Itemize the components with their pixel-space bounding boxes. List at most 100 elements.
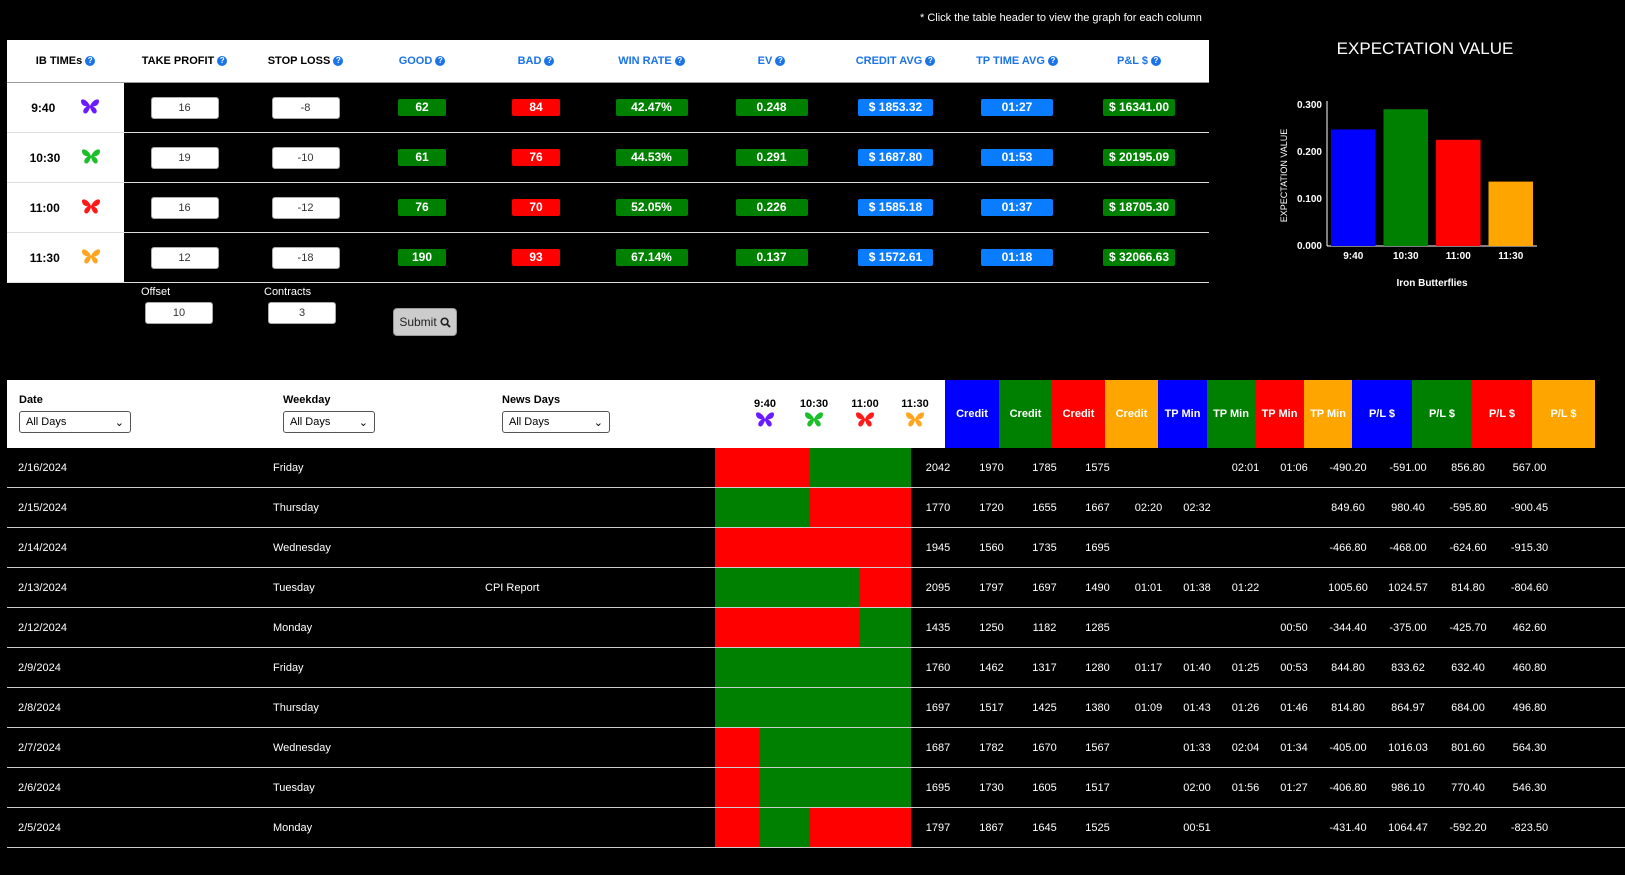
summary-header-6[interactable]: EV?: [709, 55, 834, 67]
help-icon[interactable]: ?: [333, 56, 344, 66]
bad-count: 70: [512, 199, 560, 216]
x-tick-label: 10:30: [1393, 251, 1419, 262]
row-value: 1380: [1085, 701, 1110, 714]
row-value: 496.80: [1512, 701, 1547, 714]
table-row[interactable]: 2/5/2024 Monday 1797 1867 1645 1525 00:51 -431.…: [7, 808, 1625, 848]
date-select[interactable]: All Days ⌄: [19, 411, 131, 433]
column-header-9[interactable]: P/L $: [1412, 380, 1472, 448]
ib-time: 10:30: [29, 150, 61, 165]
row-value: 1575: [1085, 461, 1110, 474]
ev-cell: 0.291: [709, 149, 834, 166]
help-icon[interactable]: ?: [85, 56, 96, 66]
stop-loss-input[interactable]: -18: [271, 246, 340, 269]
summary-header-7[interactable]: CREDIT AVG?: [834, 55, 957, 67]
summary-header-4[interactable]: BAD?: [478, 55, 594, 67]
row-value: 770.40: [1451, 781, 1485, 794]
result-bar-9:40: [715, 608, 760, 647]
summary-header-3[interactable]: GOOD?: [366, 55, 478, 67]
stop-loss-input[interactable]: -12: [271, 196, 340, 219]
ev-value: 0.226: [735, 199, 808, 216]
summary-header-5[interactable]: WIN RATE?: [594, 55, 709, 67]
summary-row: 11:00 16 -12 76 70 52.05% 0.226 $ 1585.18 01:37 $…: [7, 183, 1209, 233]
row-value: -406.80: [1329, 781, 1367, 794]
table-row[interactable]: 2/13/2024 Tuesday CPI Report 2095 1797 1697 14…: [7, 568, 1625, 608]
help-icon[interactable]: ?: [1150, 56, 1161, 66]
summary-header-label: GOOD: [398, 55, 433, 67]
news-select[interactable]: All Days ⌄: [502, 411, 610, 433]
offset-input[interactable]: 10: [145, 302, 213, 324]
row-value: 632.40: [1451, 661, 1485, 674]
column-header-5[interactable]: TP Min: [1207, 380, 1255, 448]
ib-time-header: 10:30: [794, 398, 834, 431]
summary-header-9[interactable]: P&L $?: [1077, 55, 1201, 67]
ev-cell: 0.226: [709, 199, 834, 216]
take-profit-input[interactable]: 16: [150, 96, 219, 119]
column-header-2[interactable]: Credit: [1052, 380, 1105, 448]
summary-header-1[interactable]: TAKE PROFIT?: [124, 55, 245, 67]
help-icon[interactable]: ?: [1047, 56, 1058, 66]
result-bar-9:40: [715, 648, 760, 687]
stop-loss-input[interactable]: -8: [271, 96, 340, 119]
help-icon[interactable]: ?: [544, 56, 555, 66]
column-header-1[interactable]: Credit: [999, 380, 1052, 448]
x-tick-label: 11:30: [1498, 251, 1523, 262]
result-bar-11:30: [859, 568, 911, 607]
table-row[interactable]: 2/9/2024 Friday 1760 1462 1317 1280 01:17 01:40…: [7, 648, 1625, 688]
summary-header-0[interactable]: IB TIMEs?: [7, 55, 124, 67]
table-row[interactable]: 2/14/2024 Wednesday 1945 1560 1735 1695 -466.8…: [7, 528, 1625, 568]
contracts-input[interactable]: 3: [268, 302, 336, 324]
column-header-6[interactable]: TP Min: [1255, 380, 1304, 448]
summary-header-label: WIN RATE: [618, 55, 672, 67]
tp-time-avg: 01:53: [981, 149, 1053, 166]
summary-header-2[interactable]: STOP LOSS?: [245, 55, 366, 67]
row-date: 2/9/2024: [18, 661, 61, 674]
row-value: 1945: [925, 541, 951, 554]
help-icon[interactable]: ?: [435, 56, 446, 66]
column-header-7[interactable]: TP Min: [1304, 380, 1352, 448]
bad-count: 93: [512, 249, 560, 266]
submit-button[interactable]: Submit: [393, 308, 457, 336]
expectation-chart[interactable]: EXPECTATION VALUE EXPECTATION VALUE 0.000…: [1250, 35, 1600, 305]
column-header-0[interactable]: Credit: [945, 380, 999, 448]
row-weekday: Thursday: [273, 701, 319, 714]
row-value: -344.40: [1329, 621, 1367, 634]
table-row[interactable]: 2/12/2024 Monday 1435 1250 1182 1285 00:50 -344…: [7, 608, 1625, 648]
take-profit-input[interactable]: 12: [150, 246, 219, 269]
column-header-10[interactable]: P/L $: [1472, 380, 1532, 448]
column-header-11[interactable]: P/L $: [1532, 380, 1595, 448]
help-icon[interactable]: ?: [925, 56, 936, 66]
y-axis-label: EXPECTATION VALUE: [1279, 129, 1289, 223]
butterfly-icon: [794, 411, 834, 431]
table-row[interactable]: 2/7/2024 Wednesday 1687 1782 1670 1567 01:33 02…: [7, 728, 1625, 768]
table-row[interactable]: 2/16/2024 Friday 2042 1970 1785 1575 02:01 01:0…: [7, 448, 1625, 488]
row-value: 814.80: [1451, 581, 1485, 594]
ev-value: 0.137: [735, 249, 808, 266]
summary-header: IB TIMEs? TAKE PROFIT? STOP LOSS? GOOD? BAD?…: [7, 40, 1209, 83]
x-axis-label: Iron Butterflies: [1396, 278, 1468, 289]
column-header-3[interactable]: Credit: [1105, 380, 1158, 448]
row-value: 01:27: [1280, 781, 1308, 794]
summary-header-label: EV: [757, 55, 773, 67]
weekday-select[interactable]: All Days ⌄: [283, 411, 375, 433]
summary-header-8[interactable]: TP TIME AVG?: [957, 55, 1077, 67]
table-row[interactable]: 2/15/2024 Thursday 1770 1720 1655 1667 02:20 02…: [7, 488, 1625, 528]
help-icon[interactable]: ?: [775, 56, 786, 66]
column-header-4[interactable]: TP Min: [1158, 380, 1207, 448]
row-value: 1064.47: [1388, 821, 1428, 834]
help-icon[interactable]: ?: [217, 56, 228, 66]
row-value: 814.80: [1331, 701, 1365, 714]
table-row[interactable]: 2/6/2024 Tuesday 1695 1730 1605 1517 02:00 01:5…: [7, 768, 1625, 808]
take-profit-input[interactable]: 16: [150, 196, 219, 219]
help-icon[interactable]: ?: [674, 56, 685, 66]
table-row[interactable]: 2/8/2024 Thursday 1697 1517 1425 1380 01:09 01:…: [7, 688, 1625, 728]
row-value: -591.00: [1389, 461, 1427, 474]
row-value: 01:46: [1280, 701, 1308, 714]
stop-loss-input[interactable]: -10: [271, 146, 340, 169]
take-profit-cell: 16: [124, 196, 245, 219]
column-header-8[interactable]: P/L $: [1352, 380, 1412, 448]
row-value: 1970: [979, 461, 1004, 474]
credit-avg: $ 1585.18: [858, 199, 933, 216]
row-news: CPI Report: [485, 581, 540, 594]
take-profit-input[interactable]: 19: [150, 146, 219, 169]
ev-value: 0.291: [735, 149, 808, 166]
